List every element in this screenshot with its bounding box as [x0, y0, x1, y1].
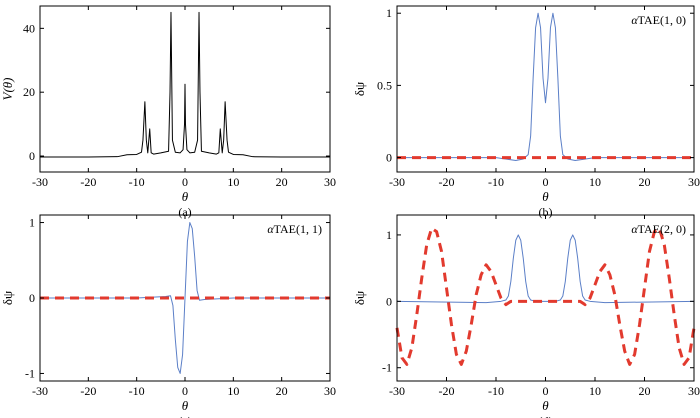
y-axis-label: δψ: [0, 291, 15, 305]
x-tick-label: 10: [227, 384, 239, 398]
x-tick-label: 0: [543, 384, 549, 398]
y-tick-label: -1: [25, 366, 35, 380]
panel-caption: (d): [539, 414, 553, 418]
x-tick-label: -30: [32, 175, 48, 189]
x-tick-label: 20: [639, 175, 651, 189]
plot-frame: [396, 214, 695, 382]
y-axis-label: δψ: [352, 291, 367, 305]
x-tick-label: 30: [688, 175, 700, 189]
y-tick-label: 20: [23, 85, 35, 99]
y-tick-label: 0: [29, 149, 35, 163]
mode-annotation: αTAE(2, 0): [631, 222, 686, 236]
y-tick-label: 1: [386, 6, 392, 20]
y-tick-label: 1: [29, 216, 35, 230]
y-tick-label: 0: [29, 291, 35, 305]
x-tick-label: 30: [324, 384, 336, 398]
y-tick-label: 0.5: [377, 78, 392, 92]
x-axis-label: θ: [542, 398, 549, 413]
x-tick-label: 20: [639, 384, 651, 398]
x-axis-label: θ: [542, 189, 549, 204]
x-tick-label: -20: [439, 384, 455, 398]
y-axis-label: V(θ): [0, 78, 15, 101]
x-tick-label: -30: [389, 384, 405, 398]
x-tick-label: 10: [227, 175, 239, 189]
x-tick-label: -10: [488, 384, 504, 398]
mode-annotation: αTAE(1, 0): [631, 13, 686, 27]
x-tick-label: 10: [589, 384, 601, 398]
x-tick-label: -20: [439, 175, 455, 189]
y-tick-label: 40: [23, 21, 35, 35]
x-tick-label: -20: [80, 384, 96, 398]
series-line-1: [40, 11, 330, 158]
x-axis-label: θ: [182, 189, 189, 204]
y-tick-label: 0: [386, 151, 392, 165]
x-tick-label: -30: [389, 175, 405, 189]
x-tick-label: -20: [80, 175, 96, 189]
x-tick-label: 10: [589, 175, 601, 189]
x-tick-label: 0: [543, 175, 549, 189]
x-tick-label: 20: [276, 384, 288, 398]
x-tick-label: 30: [688, 384, 700, 398]
y-tick-label: 1: [386, 228, 392, 242]
series-line-1: [40, 222, 330, 374]
x-tick-label: -30: [32, 384, 48, 398]
x-tick-label: 20: [276, 175, 288, 189]
x-tick-label: -10: [129, 384, 145, 398]
x-tick-label: -10: [488, 175, 504, 189]
series-line-1: [397, 12, 694, 161]
x-tick-label: 0: [182, 384, 188, 398]
plot-frame: [396, 5, 695, 173]
y-axis-label: δψ: [352, 82, 367, 96]
series-line-2: [395, 226, 696, 366]
x-tick-label: 30: [324, 175, 336, 189]
y-tick-label: 0: [386, 294, 392, 308]
series-line-1: [396, 234, 695, 304]
x-tick-label: 0: [182, 175, 188, 189]
mode-annotation: αTAE(1, 1): [267, 222, 322, 236]
panel-caption: (c): [178, 414, 191, 418]
y-tick-label: -1: [382, 361, 392, 375]
x-tick-label: -10: [129, 175, 145, 189]
x-axis-label: θ: [182, 398, 189, 413]
